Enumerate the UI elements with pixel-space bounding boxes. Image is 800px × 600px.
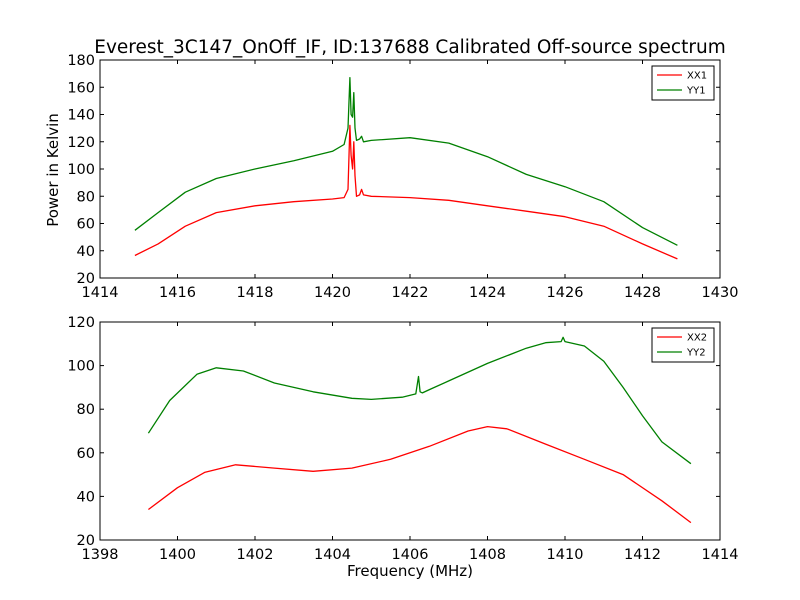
x-tick-label: 1400 [159,547,196,563]
x-tick-label: 1420 [314,285,351,301]
y-tick-label: 140 [67,108,95,124]
y-tick-label: 60 [77,217,95,233]
x-tick-label: 1412 [624,547,661,563]
x-axis-label: Frequency (MHz) [347,562,473,580]
legend-box [651,65,715,101]
x-tick-label: 1406 [392,547,429,563]
x-tick-label: 1426 [547,285,584,301]
y-tick-label: 80 [77,189,95,205]
y-tick-label: 180 [67,53,95,69]
x-tick-label: 1418 [237,285,274,301]
x-tick-label: 1402 [237,547,274,563]
y-tick-label: 100 [67,162,95,178]
series-line-xx1 [134,124,678,260]
x-tick-label: 1414 [702,547,739,563]
series-line-xx2 [148,425,692,524]
y-axis-label: Power in Kelvin [44,113,62,227]
y-tick-label: 80 [77,402,95,418]
series-line-yy2 [147,336,692,465]
y-tick-label: 60 [77,446,95,462]
x-tick-label: 1424 [469,285,506,301]
y-tick-label: 40 [77,489,95,505]
x-tick-label: 1428 [624,285,661,301]
y-tick-label: 120 [67,315,95,331]
x-tick-label: 1408 [469,547,506,563]
x-tick-label: 1416 [159,285,196,301]
figure-title: Everest_3C147_OnOff_IF, ID:137688 Calibr… [94,37,725,58]
x-tick-label: 1422 [392,285,429,301]
legend-label-yy2: YY2 [686,348,706,359]
x-tick-label: 1398 [82,547,119,563]
y-tick-label: 100 [67,359,95,375]
legend-label-xx1: XX1 [687,71,707,82]
y-tick-label: 20 [77,271,95,287]
legend-label-yy1: YY1 [686,86,706,97]
bottom-plot: 1398 1400 1402 1404 1406 1408 1410 1412 1414 20 40… [67,315,738,563]
legend-label-xx2: XX2 [687,333,707,344]
x-tick-label: 1410 [547,547,584,563]
x-tick-label: 1414 [82,285,119,301]
x-tick-label: 1404 [314,547,351,563]
y-tick-label: 20 [77,533,95,549]
top-plot: 1414 1416 1418 1420 1422 1424 1426 1428 1430 20 40… [67,53,738,301]
series-line-yy1 [134,77,678,246]
legend-box [651,327,715,363]
y-tick-label: 40 [77,244,95,260]
y-tick-label: 120 [67,135,95,151]
y-tick-label: 160 [67,80,95,96]
x-tick-label: 1430 [702,285,739,301]
